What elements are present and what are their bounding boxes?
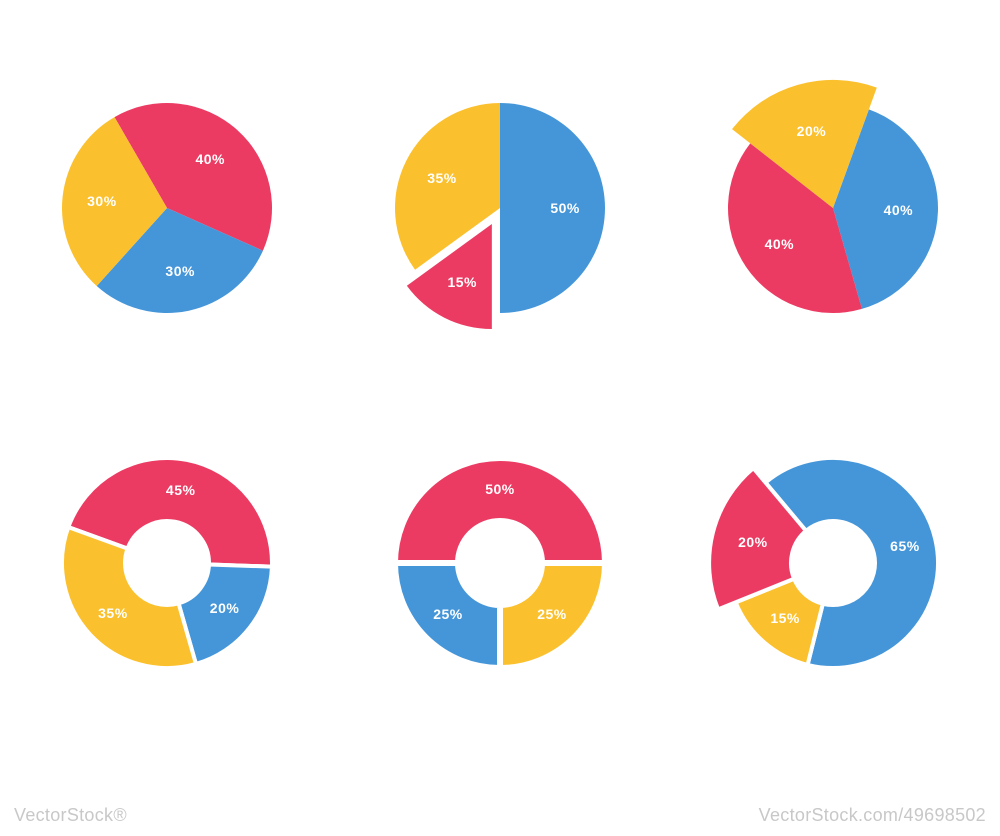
pie-2-label-0: 50%	[550, 200, 580, 216]
donut-2-label-1: 25%	[537, 606, 567, 622]
donut-1-label-1: 20%	[210, 600, 240, 616]
donut-3-label-1: 15%	[770, 610, 800, 626]
pie-1-label-1: 30%	[165, 263, 195, 279]
pie-3-svg	[688, 63, 978, 353]
donut-2-label-0: 50%	[485, 481, 515, 497]
cell-1-1: 50% 25% 25%	[333, 385, 666, 740]
pie-2: 50% 15% 35%	[355, 63, 645, 353]
cell-1-0: 45% 20% 35%	[0, 385, 333, 740]
cell-1-2: 65% 15% 20%	[667, 385, 1000, 740]
pie-1-label-2: 30%	[87, 193, 117, 209]
donut-1-label-0: 45%	[166, 482, 196, 498]
pie-2-label-1: 15%	[447, 274, 477, 290]
pie-2-label-2: 35%	[427, 170, 457, 186]
donut-3-label-0: 65%	[890, 538, 920, 554]
watermark-right: VectorStock.com/49698502	[759, 805, 986, 826]
donut-2-label-2: 25%	[433, 606, 463, 622]
donut-3-svg	[688, 418, 978, 708]
pie-1-label-0: 40%	[195, 151, 225, 167]
pie-3-label-0: 40%	[884, 202, 914, 218]
donut-2-svg	[355, 418, 645, 708]
watermark-left: VectorStock®	[14, 805, 127, 826]
cell-0-1: 50% 15% 35%	[333, 30, 666, 385]
pie-1: 40% 30% 30%	[22, 63, 312, 353]
donut-2-slice-0	[395, 458, 605, 563]
pie-2-svg	[355, 63, 645, 353]
donut-3: 65% 15% 20%	[688, 418, 978, 708]
donut-2: 50% 25% 25%	[355, 418, 645, 708]
donut-1-svg	[22, 418, 312, 708]
donut-1-slice-2	[62, 527, 196, 668]
donut-1-label-2: 35%	[98, 605, 128, 621]
cell-0-2: 40% 40% 20%	[667, 30, 1000, 385]
pie-3: 40% 40% 20%	[688, 63, 978, 353]
pie-3-label-2: 20%	[797, 123, 827, 139]
donut-1: 45% 20% 35%	[22, 418, 312, 708]
donut-3-label-2: 20%	[738, 534, 768, 550]
pie-3-label-1: 40%	[765, 236, 795, 252]
pie-1-svg	[22, 63, 312, 353]
chart-grid: 40%30%30% 50%15%35% 40%40%20% 45%20%35% …	[0, 0, 1000, 740]
cell-0-0: 40% 30% 30%	[0, 30, 333, 385]
